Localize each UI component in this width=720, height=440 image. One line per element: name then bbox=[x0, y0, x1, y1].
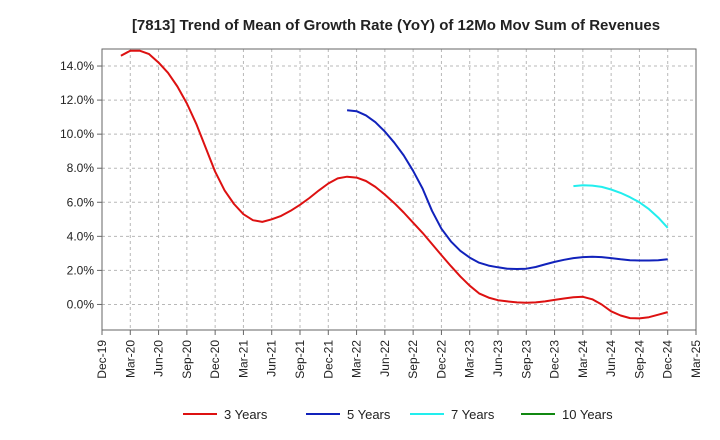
chart-title: [7813] Trend of Mean of Growth Rate (YoY… bbox=[132, 17, 660, 34]
series-layer bbox=[120, 49, 669, 320]
x-tick-label: Mar-20 bbox=[123, 340, 137, 378]
x-tick-label: Dec-20 bbox=[208, 340, 222, 379]
y-axis: 0.0% 2.0% 4.0% 6.0% 8.0% 10.0% 12.0% 14.0% bbox=[60, 59, 102, 311]
x-tick-label: Mar-25 bbox=[689, 340, 703, 378]
x-tick-label: Mar-24 bbox=[576, 340, 590, 378]
x-tick-label: Jun-22 bbox=[378, 340, 392, 377]
x-tick-label: Jun-23 bbox=[491, 340, 505, 377]
legend-label-3-years: 3 Years bbox=[224, 407, 268, 422]
x-tick-label: Mar-22 bbox=[350, 340, 364, 378]
x-tick-label: Sep-23 bbox=[519, 340, 533, 379]
legend: 3 Years 5 Years 7 Years 10 Years bbox=[183, 407, 613, 422]
x-tick-label: Dec-23 bbox=[548, 340, 562, 379]
series-line-7-years bbox=[573, 184, 669, 229]
x-tick-label: Jun-24 bbox=[604, 340, 618, 377]
y-tick-label: 6.0% bbox=[67, 195, 95, 209]
y-tick-label: 2.0% bbox=[67, 263, 95, 277]
x-tick-label: Dec-19 bbox=[95, 340, 109, 379]
x-tick-label: Mar-23 bbox=[463, 340, 477, 378]
x-tick-label: Sep-20 bbox=[180, 340, 194, 379]
legend-label-10-years: 10 Years bbox=[562, 407, 613, 422]
x-tick-label: Mar-21 bbox=[236, 340, 250, 378]
series-line-5-years bbox=[347, 109, 668, 270]
x-tick-label: Dec-22 bbox=[434, 340, 448, 379]
x-axis: Dec-19 Mar-20 Jun-20 Sep-20 Dec-20 Mar-21 Jun-… bbox=[95, 330, 703, 379]
y-tick-label: 4.0% bbox=[67, 229, 95, 243]
plot-area bbox=[101, 48, 697, 331]
x-tick-label: Sep-24 bbox=[632, 340, 646, 379]
y-tick-label: 0.0% bbox=[67, 297, 95, 311]
x-tick-label: Dec-21 bbox=[321, 340, 335, 379]
x-tick-label: Jun-21 bbox=[265, 340, 279, 377]
legend-label-7-years: 7 Years bbox=[451, 407, 495, 422]
x-tick-label: Dec-24 bbox=[661, 340, 675, 379]
x-tick-label: Sep-22 bbox=[406, 340, 420, 379]
legend-label-5-years: 5 Years bbox=[347, 407, 391, 422]
y-tick-label: 14.0% bbox=[60, 59, 94, 73]
grid-layer bbox=[101, 49, 697, 330]
x-tick-label: Jun-20 bbox=[152, 340, 166, 377]
y-tick-label: 10.0% bbox=[60, 127, 94, 141]
y-tick-label: 12.0% bbox=[60, 93, 94, 107]
series-line-3-years bbox=[120, 49, 668, 320]
x-tick-label: Sep-21 bbox=[293, 340, 307, 379]
y-tick-label: 8.0% bbox=[67, 161, 95, 175]
